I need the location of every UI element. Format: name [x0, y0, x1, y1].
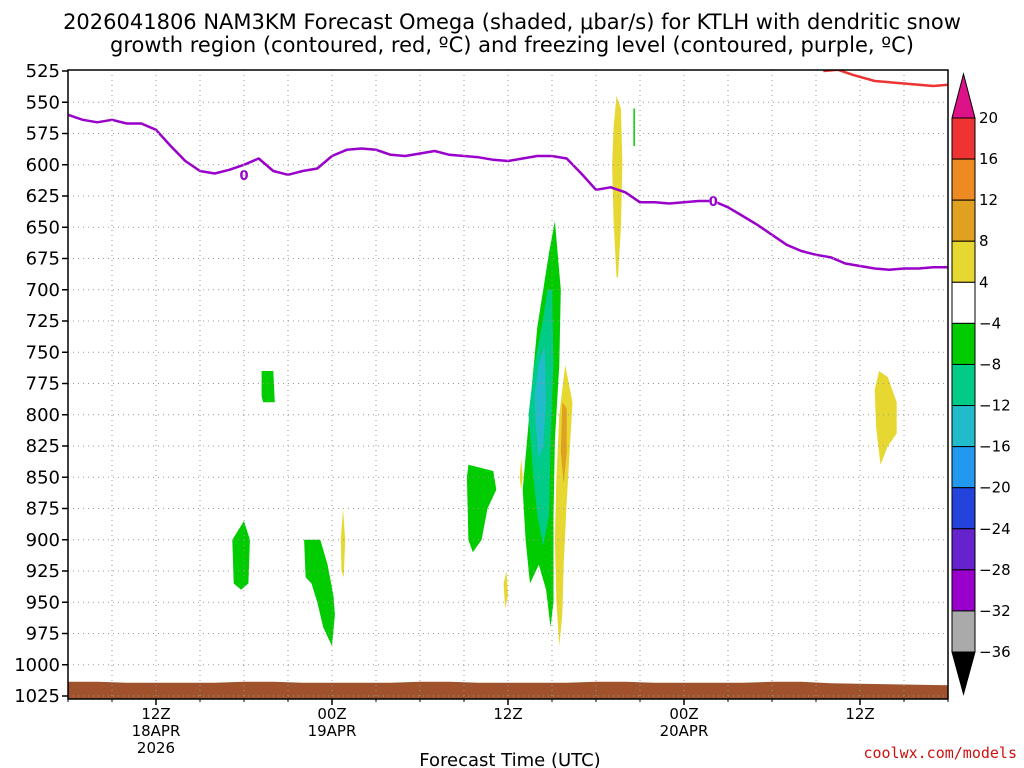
colorbar-tick-3: 12 [979, 191, 998, 209]
y-tick-label-625: 625 [26, 186, 60, 207]
colorbar-tick-4: 8 [979, 232, 989, 250]
colorbar-bin-2 [951, 158, 976, 201]
colorbar-top-arrow [951, 72, 976, 119]
colorbar-bin-11 [951, 528, 976, 571]
plot-area: 00 [68, 70, 948, 699]
y-tick-label-1000: 1000 [14, 655, 60, 676]
axes: 525 550 575 600 625 650 675 700 725 750 775 800 825 8… [14, 61, 949, 757]
x-tick-label-5: 12Z [845, 705, 874, 723]
plot-clipped: 00 [68, 70, 948, 699]
y-tick-label-750: 750 [26, 342, 60, 363]
y-tick-label-800: 800 [26, 405, 60, 426]
y-tick-label-550: 550 [26, 92, 60, 113]
colorbar-bin-13 [951, 610, 976, 653]
x-tick-label-3: 12Z [493, 705, 522, 723]
colorbar-bottom-arrow [951, 651, 976, 696]
y-tick-label-675: 675 [26, 249, 60, 270]
y-tick-label-950: 950 [26, 592, 60, 613]
x-tick-date-1: 18APR [132, 722, 181, 740]
colorbar-bin-1 [951, 117, 976, 160]
freezing-label-bg-1 [240, 168, 248, 181]
y-tick-label-700: 700 [26, 280, 60, 301]
omega-region-15 [874, 371, 897, 465]
colorbar-bin-3 [951, 199, 976, 242]
freezing-level-line [68, 113, 948, 272]
grid-lines [67, 70, 949, 699]
colorbar-tick-9: −16 [979, 438, 1011, 456]
colorbar-bin-4 [951, 240, 976, 283]
colorbar-tick-8: −12 [979, 397, 1011, 415]
terrain-band [68, 679, 948, 699]
y-tick-label-925: 925 [26, 561, 60, 582]
x-tick-year-1: 2026 [137, 739, 175, 757]
omega-region-6 [612, 96, 623, 278]
x-axis-label: Forecast Time (UTC) [419, 750, 600, 768]
y-tick-label-900: 900 [26, 530, 60, 551]
omega-region-11 [261, 371, 275, 403]
y-tick-label-825: 825 [26, 436, 60, 457]
omega-region-3 [534, 346, 547, 459]
omega-region-8 [466, 464, 497, 553]
x-tick-date-2: 19APR [308, 722, 357, 740]
y-tick-label-850: 850 [26, 467, 60, 488]
chart-title-line1: 2026041806 NAM3KM Forecast Omega (shaded… [63, 10, 961, 34]
y-tick-label-725: 725 [26, 311, 60, 332]
colorbar-tick-14: −36 [979, 643, 1011, 661]
omega-region-4 [554, 364, 573, 646]
y-tick-label-875: 875 [26, 499, 60, 520]
colorbar-tick-11: −24 [979, 520, 1011, 538]
omega-region-10 [232, 521, 250, 590]
y-tick-label-650: 650 [26, 217, 60, 238]
freezing-label-bg-2 [709, 195, 718, 207]
x-tick-label-2: 00Z [317, 705, 346, 723]
colorbar: 20 16 12 8 4 −4 −8 −12 −16 −20 −24 −28 −32 −36 [951, 72, 1011, 696]
y-tick-label-775: 775 [26, 374, 60, 395]
omega-region-12 [340, 508, 346, 578]
omega-region-5 [560, 402, 567, 484]
colorbar-bin-6 [951, 322, 976, 365]
colorbar-tick-1: 20 [979, 109, 998, 127]
colorbar-tick-6: −4 [979, 314, 1001, 332]
freezing-level-label-2: 0 [709, 195, 718, 210]
dgz-contour-line [823, 70, 948, 88]
colorbar-tick-10: −20 [979, 479, 1011, 497]
colorbar-tick-13: −32 [979, 602, 1011, 620]
colorbar-bin-12 [951, 569, 976, 612]
colorbar-tick-2: 16 [979, 150, 998, 168]
freezing-level-label-1: 0 [239, 169, 248, 184]
colorbar-bin-9 [951, 446, 976, 489]
y-tick-label-1025: 1025 [14, 686, 60, 707]
omega-region-13 [503, 571, 508, 609]
omega-region-9 [304, 539, 335, 646]
colorbar-tick-12: −28 [979, 561, 1011, 579]
colorbar-bin-10 [951, 487, 976, 530]
y-tick-label-575: 575 [26, 124, 60, 145]
omega-region-14 [519, 458, 523, 490]
chart-title-line2: growth region (contoured, red, ºC) and f… [110, 33, 914, 57]
colorbar-bin-8 [951, 405, 976, 448]
colorbar-tick-7: −8 [979, 355, 1001, 373]
colorbar-bin-7 [951, 363, 976, 407]
x-tick-date-4: 20APR [660, 722, 709, 740]
omega-region-7 [633, 108, 635, 146]
x-tick-label-4: 00Z [669, 705, 698, 723]
y-tick-label-525: 525 [26, 61, 60, 82]
y-tick-label-975: 975 [26, 624, 60, 645]
credit-text[interactable]: coolwx.com/models [863, 744, 1017, 762]
y-tick-label-600: 600 [26, 155, 60, 176]
colorbar-bin-5 [951, 281, 976, 324]
colorbar-tick-5: 4 [979, 273, 989, 291]
x-tick-label-1: 12Z [141, 705, 170, 723]
